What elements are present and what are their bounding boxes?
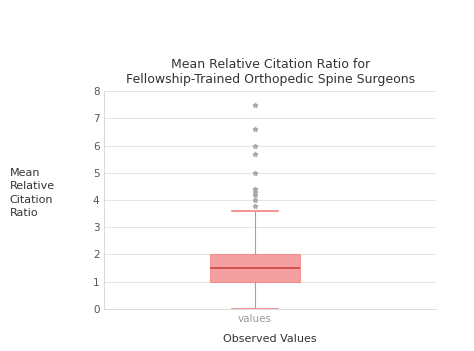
Title: Mean Relative Citation Ratio for
Fellowship-Trained Orthopedic Spine Surgeons: Mean Relative Citation Ratio for Fellows…	[126, 58, 415, 86]
Text: Observed Values: Observed Values	[223, 334, 317, 344]
PathPatch shape	[210, 254, 301, 282]
Text: Mean
Relative
Citation
Ratio: Mean Relative Citation Ratio	[9, 168, 55, 218]
